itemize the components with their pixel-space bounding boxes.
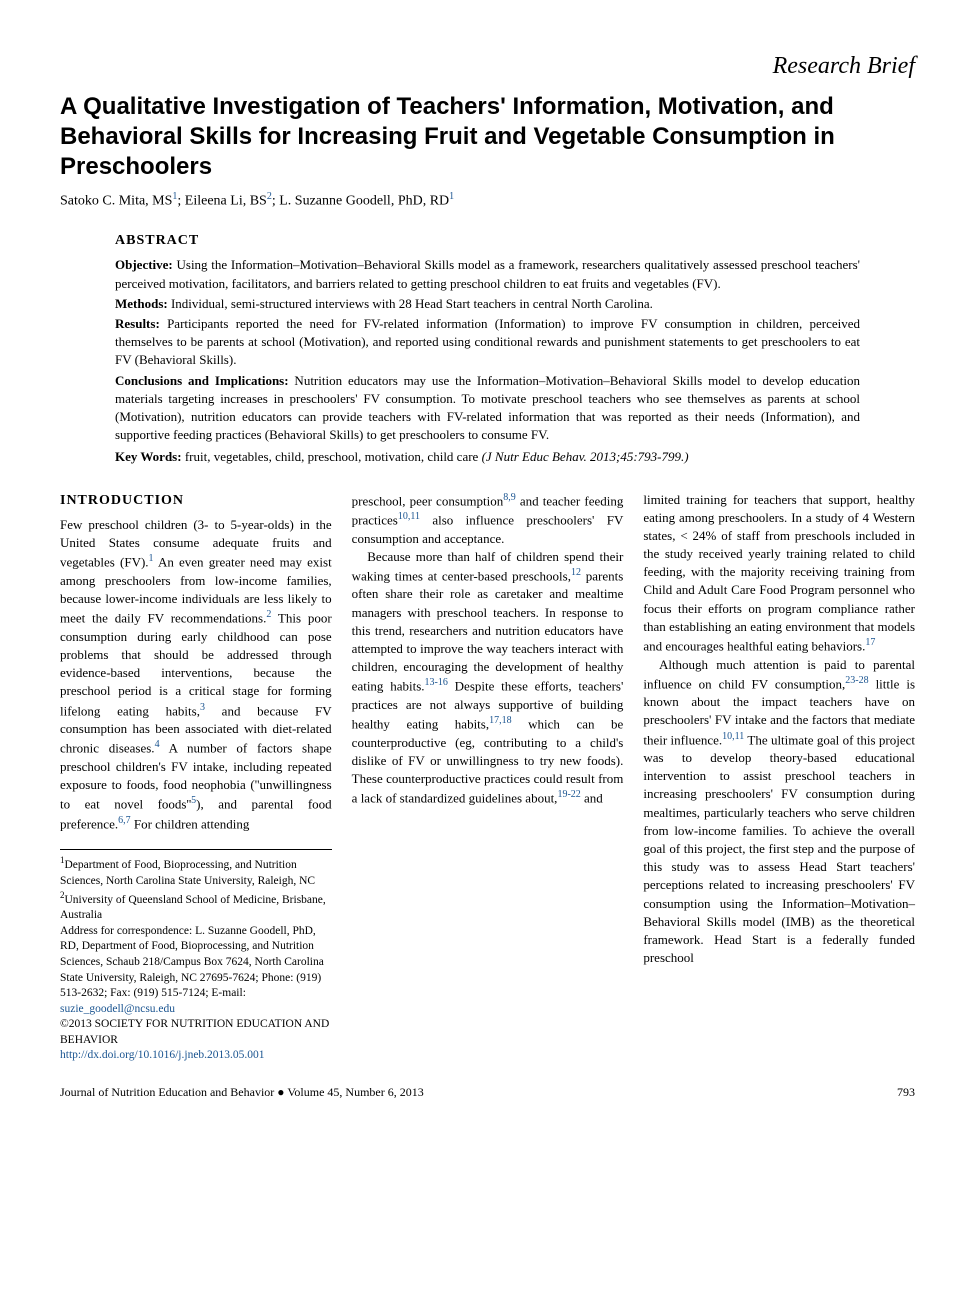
affil-text: University of Queensland School of Medic… [60,894,326,922]
intro-paragraph-1: Few preschool children (3- to 5-year-old… [60,516,332,833]
article-title: A Qualitative Investigation of Teachers'… [60,92,915,182]
objective-text: Using the Information–Motivation–Behavio… [115,257,860,290]
conclusions-label: Conclusions and Implications: [115,373,289,388]
article-type: Research Brief [60,50,915,84]
results-text: Participants reported the need for FV-re… [115,316,860,367]
author-3: ; L. Suzanne Goodell, PhD, RD [272,193,449,208]
copyright: ©2013 SOCIETY FOR NUTRITION EDUCATION AN… [60,1017,332,1048]
text-fragment: limited training for teachers that suppo… [643,492,915,654]
abstract-methods: Methods: Individual, semi-structured int… [115,295,860,313]
email-link[interactable]: suzie_goodell@ncsu.edu [60,1003,175,1015]
column-2: preschool, peer consumption8,9 and teach… [352,491,624,1064]
ref-link[interactable]: 10,11 [398,511,420,522]
body-columns: INTRODUCTION Few preschool children (3- … [60,491,915,1064]
correspondence: Address for correspondence: L. Suzanne G… [60,924,332,1017]
col2-paragraph-1: preschool, peer consumption8,9 and teach… [352,491,624,548]
text-fragment: This poor consumption during early child… [60,611,332,718]
ref-link[interactable]: 12 [571,567,581,578]
journal-footer-left: Journal of Nutrition Education and Behav… [60,1084,424,1101]
keywords-label: Key Words: [115,449,182,464]
ref-link[interactable]: 19-22 [557,789,580,800]
abstract-heading: ABSTRACT [115,231,860,251]
author-3-affil: 1 [449,191,454,202]
text-fragment: The ultimate goal of this project was to… [643,732,915,965]
page-footer: Journal of Nutrition Education and Behav… [60,1084,915,1101]
doi-link[interactable]: http://dx.doi.org/10.1016/j.jneb.2013.05… [60,1049,265,1061]
page-number: 793 [897,1084,915,1101]
text-fragment: and [581,790,603,805]
methods-label: Methods: [115,296,168,311]
author-2: ; Eileena Li, BS [177,193,266,208]
results-label: Results: [115,316,160,331]
affiliation-1: 1Department of Food, Bioprocessing, and … [60,854,332,889]
corr-text: Address for correspondence: L. Suzanne G… [60,925,324,999]
methods-text: Individual, semi-structured interviews w… [168,296,653,311]
column-1: INTRODUCTION Few preschool children (3- … [60,491,332,834]
abstract-section: ABSTRACT Objective: Using the Informatio… [115,231,860,467]
abstract-results: Results: Participants reported the need … [115,315,860,370]
abstract-objective: Objective: Using the Information–Motivat… [115,256,860,292]
abstract-conclusions: Conclusions and Implications: Nutrition … [115,372,860,445]
ref-link[interactable]: 10,11 [722,731,744,742]
ref-link[interactable]: 17,18 [489,715,512,726]
abstract-keywords: Key Words: fruit, vegetables, child, pre… [115,448,860,466]
objective-label: Objective: [115,257,173,272]
author-1: Satoko C. Mita, MS [60,193,172,208]
text-fragment: parents often share their role as careta… [352,568,624,693]
ref-link[interactable]: 17 [865,637,875,648]
text-fragment: preschool, peer consumption [352,493,504,508]
col3-paragraph-1: limited training for teachers that suppo… [643,491,915,656]
column-3: limited training for teachers that suppo… [643,491,915,1064]
affiliations-block: 1Department of Food, Bioprocessing, and … [60,849,332,1063]
abstract-citation: (J Nutr Educ Behav. 2013;45:793-799.) [482,449,689,464]
introduction-heading: INTRODUCTION [60,491,332,511]
text-fragment: For children attending [131,816,250,831]
col2-paragraph-2: Because more than half of children spend… [352,548,624,808]
keywords-text: fruit, vegetables, child, preschool, mot… [182,449,482,464]
ref-link[interactable]: 23-28 [845,675,868,686]
affiliation-2: 2University of Queensland School of Medi… [60,889,332,924]
author-list: Satoko C. Mita, MS1; Eileena Li, BS2; L.… [60,190,915,211]
affil-text: Department of Food, Bioprocessing, and N… [60,859,315,887]
ref-link[interactable]: 8,9 [503,492,516,503]
ref-link[interactable]: 6,7 [118,815,131,826]
col3-paragraph-2: Although much attention is paid to paren… [643,656,915,968]
ref-link[interactable]: 13-16 [425,677,448,688]
